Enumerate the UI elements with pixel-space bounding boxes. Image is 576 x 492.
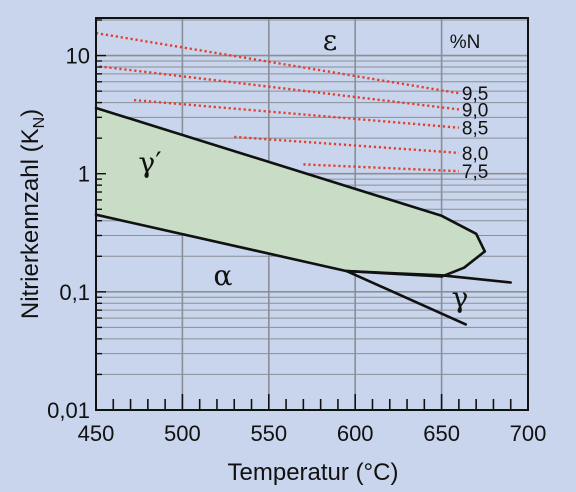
phase-label-gamma: γ: [452, 281, 469, 314]
alpha-gamma-lower-boundary: [345, 269, 468, 326]
axis-ticks: [95, 19, 529, 411]
plot-frame: [95, 17, 529, 411]
gamma-prime-region: [96, 108, 485, 277]
y-axis-title-main: Nitrierkennzahl (K: [17, 128, 44, 319]
isoline-label: 8,5: [462, 119, 488, 140]
isoline-label: 8,0: [462, 144, 488, 165]
alpha-gamma-upper-boundary: [345, 269, 513, 284]
y-axis-title-subscript: N: [31, 117, 48, 129]
y-tick-label: 10: [66, 44, 90, 69]
x-axis-title: Temperatur (°C): [228, 459, 399, 486]
x-tick-label: 600: [337, 421, 374, 446]
tick-labels: 450 500 550 600 650 700 0,01 0,1 1 10: [47, 44, 546, 446]
x-tick-label: 550: [250, 421, 287, 446]
isoline-5: [303, 163, 459, 173]
x-tick-label: 500: [164, 421, 201, 446]
x-tick-label: 450: [78, 421, 115, 446]
isoline-3: [133, 98, 460, 129]
y-tick-label: 1: [78, 162, 90, 187]
y-tick-label: 0,01: [47, 398, 90, 423]
y-axis-title: Nitrierkennzahl (KN): [17, 109, 48, 319]
phase-label-gamma-prime: γ′: [138, 146, 161, 179]
phase-region: [96, 108, 485, 277]
nitrogen-isolines: 9,59,08,5 8,07,5: [95, 31, 488, 183]
y-tick-label: 0,1: [59, 280, 90, 305]
x-tick-label: 650: [423, 421, 460, 446]
isoline-1: [95, 31, 460, 95]
x-tick-label: 700: [510, 421, 547, 446]
isoline-label: 9,5: [462, 84, 488, 105]
isoline-header: %N: [450, 32, 481, 53]
gamma-prime-upper-boundary: [94, 106, 487, 253]
isoline-2: [99, 65, 460, 111]
phase-label-alpha: α: [214, 259, 233, 292]
y-axis-title-close: ): [17, 109, 44, 117]
phase-label-epsilon: ε: [323, 24, 338, 57]
isoline-label: 9,0: [462, 100, 488, 121]
phase-boundaries: [94, 106, 513, 326]
isoline-label: 7,5: [462, 162, 488, 183]
